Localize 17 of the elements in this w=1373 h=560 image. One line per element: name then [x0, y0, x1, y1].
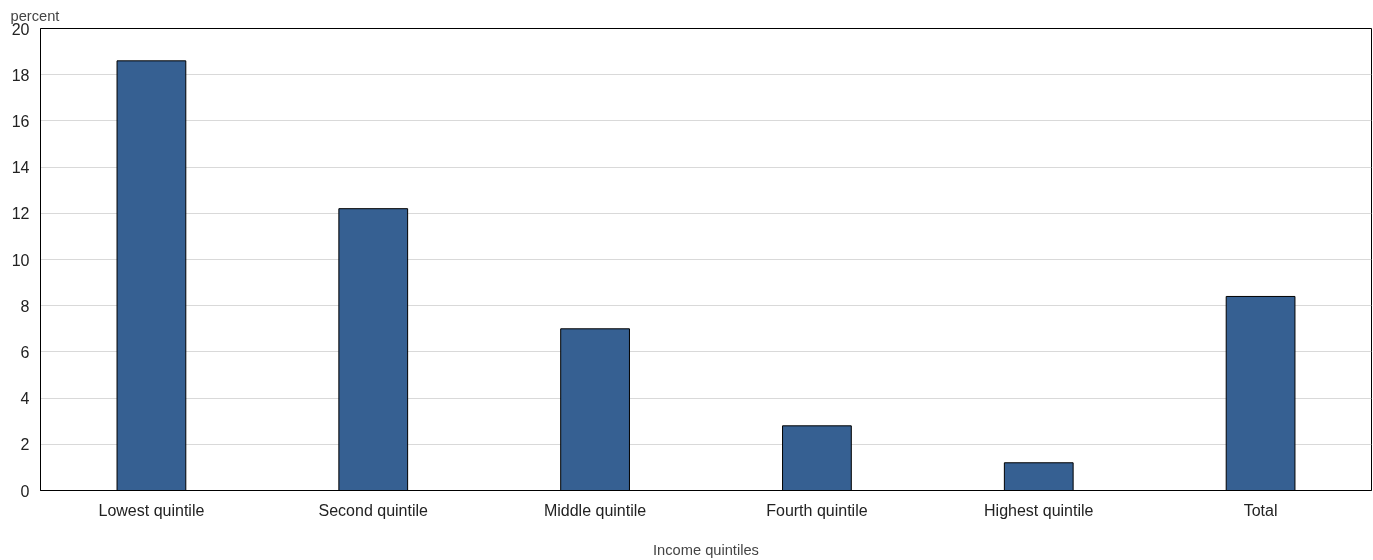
y-tick-label: 12 [11, 205, 30, 223]
x-tick-label: Middle quintile [543, 501, 647, 519]
y-tick-label: 14 [11, 159, 30, 177]
y-tick-label: 10 [11, 251, 30, 269]
x-axis-title: Income quintiles [653, 541, 759, 558]
x-tick-label: Fourth quintile [766, 501, 868, 519]
x-tick-label: Second quintile [318, 501, 429, 519]
y-tick-label: 4 [20, 390, 30, 408]
y-tick-label: 0 [20, 482, 30, 500]
y-tick-label: 16 [11, 112, 30, 130]
y-tick-label: 8 [20, 297, 30, 315]
x-tick-label: Lowest quintile [98, 501, 205, 519]
y-tick-label: 6 [20, 343, 30, 361]
y-tick-label: 2 [20, 436, 30, 454]
y-tick-label: 18 [11, 66, 30, 84]
x-tick-label: Highest quintile [984, 501, 1094, 519]
x-tick-label: Total [1243, 501, 1278, 519]
